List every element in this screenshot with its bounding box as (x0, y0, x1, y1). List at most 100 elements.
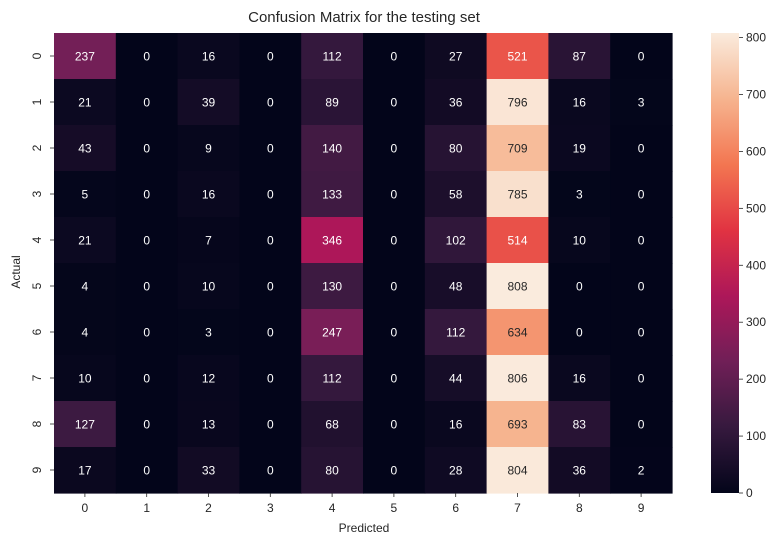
heatmap-cell (610, 217, 673, 264)
cell-value-label: 36 (449, 96, 463, 110)
cell-value-label: 27 (449, 50, 463, 64)
cell-value-label: 112 (446, 326, 465, 340)
cell-value-label: 3 (576, 188, 583, 202)
cell-value-label: 4 (82, 280, 89, 294)
heatmap-cell (115, 355, 179, 402)
cell-value-label: 709 (507, 142, 527, 156)
heatmap-cell (115, 171, 179, 218)
cell-value-label: 0 (391, 464, 398, 478)
colorbar-tick-label: 0 (746, 486, 753, 500)
heatmap-cell (548, 355, 611, 402)
heatmap-cell (239, 447, 302, 494)
heatmap-cell (548, 171, 611, 218)
heatmap-cell (363, 125, 426, 172)
heatmap-cell (363, 309, 426, 356)
x-axis-label: Predicted (339, 521, 390, 535)
cell-value-label: 0 (638, 188, 645, 202)
cell-value-label: 28 (449, 464, 463, 478)
cell-value-label: 0 (391, 96, 398, 110)
cell-value-label: 514 (507, 234, 527, 248)
cell-value-label: 0 (143, 142, 150, 156)
heatmap-cell (177, 447, 240, 494)
heatmap-cell (424, 309, 488, 356)
cell-value-label: 0 (267, 464, 274, 478)
heatmap-cell (115, 447, 179, 494)
cell-value-label: 48 (449, 280, 463, 294)
heatmap-cell (548, 401, 611, 448)
heatmap-cell (301, 125, 364, 172)
x-tick-label: 5 (391, 501, 398, 515)
heatmap-cell (177, 309, 240, 356)
heatmap-cell (177, 217, 240, 264)
heatmap-cell (548, 33, 611, 80)
heatmap-cell (424, 125, 488, 172)
heatmap-cell (610, 79, 673, 126)
cell-value-label: 634 (507, 326, 527, 340)
y-tick-label: 5 (30, 282, 44, 289)
heatmap-cell (610, 125, 673, 172)
heatmap-cell (424, 217, 488, 264)
cell-value-label: 0 (391, 234, 398, 248)
cell-value-label: 13 (202, 418, 216, 432)
y-tick-label: 6 (30, 328, 44, 335)
heatmap-cell (301, 33, 364, 80)
colorbar-ticks: 0 100 200 300 400 500 600 700 800 (739, 31, 766, 500)
cell-value-label: 112 (323, 372, 342, 386)
x-axis-ticks: 0 1 2 3 4 5 6 7 8 9 (82, 493, 645, 515)
y-tick-label: 2 (30, 144, 44, 151)
y-tick-label: 0 (30, 52, 44, 59)
heatmap-cell (177, 125, 240, 172)
cell-value-label: 0 (267, 142, 274, 156)
cell-value-label: 87 (573, 50, 587, 64)
cell-value-label: 0 (267, 96, 274, 110)
heatmap-cell (301, 401, 364, 448)
cell-value-label: 247 (322, 326, 342, 340)
heatmap-cell (486, 125, 549, 172)
heatmap-cell (54, 217, 117, 264)
cell-value-label: 0 (267, 234, 274, 248)
heatmap-cell (239, 355, 302, 402)
colorbar-tick-label: 700 (746, 87, 766, 101)
heatmap-cell (610, 309, 673, 356)
x-tick-label: 3 (267, 501, 274, 515)
cell-value-label: 804 (507, 464, 527, 478)
heatmap-cell (424, 79, 488, 126)
heatmap-cell (54, 401, 117, 448)
cell-value-label: 4 (82, 326, 89, 340)
cell-value-label: 5 (82, 188, 89, 202)
cell-value-label: 16 (573, 96, 587, 110)
heatmap-cell (177, 171, 240, 218)
heatmap-cell (363, 171, 426, 218)
cell-value-label: 3 (205, 326, 212, 340)
cell-value-label: 808 (507, 280, 527, 294)
heatmap-cell (363, 401, 426, 448)
cell-value-label: 12 (202, 372, 216, 386)
y-tick-label: 1 (30, 98, 44, 105)
cell-value-label: 16 (449, 418, 463, 432)
cell-value-label: 0 (576, 326, 583, 340)
heatmap-cell (54, 33, 117, 80)
cell-value-label: 80 (449, 142, 463, 156)
heatmap-cells (54, 33, 673, 494)
cell-value-label: 0 (391, 326, 398, 340)
cell-value-label: 7 (205, 234, 212, 248)
cell-value-label: 0 (143, 96, 150, 110)
heatmap-cell (363, 217, 426, 264)
heatmap-cell (177, 33, 240, 80)
cell-value-label: 0 (267, 188, 274, 202)
heatmap-cell (363, 355, 426, 402)
cell-value-label: 796 (507, 96, 527, 110)
heatmap-cell (610, 171, 673, 218)
heatmap-cell (610, 447, 673, 494)
heatmap-cell (239, 125, 302, 172)
heatmap-cell (486, 217, 549, 264)
colorbar-tick-label: 300 (746, 315, 766, 329)
cell-value-label: 0 (391, 142, 398, 156)
colorbar-tick-label: 800 (746, 31, 766, 45)
chart-title: Confusion Matrix for the testing set (248, 9, 481, 26)
cell-value-label: 10 (78, 372, 92, 386)
heatmap-cell (301, 171, 364, 218)
cell-value-label: 0 (638, 326, 645, 340)
heatmap-cell (424, 355, 488, 402)
cell-value-label: 0 (267, 50, 274, 64)
